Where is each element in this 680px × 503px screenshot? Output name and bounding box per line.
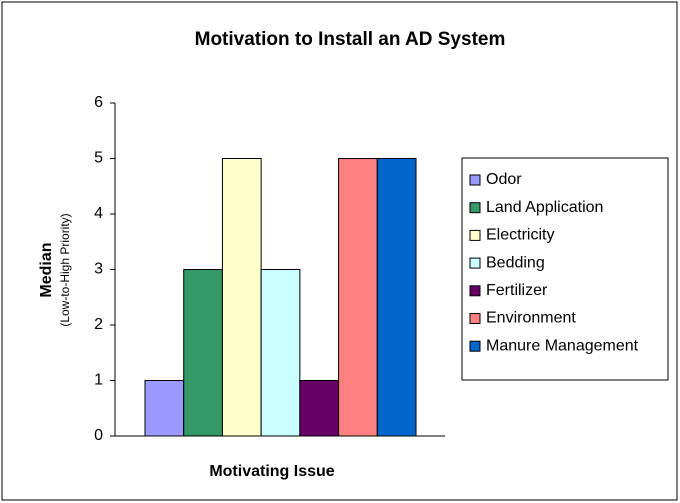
y-axis-sublabel: (Low-to-High Priority): [58, 213, 72, 326]
bar: [183, 269, 223, 437]
legend-swatch: [469, 174, 481, 186]
bar: [144, 380, 185, 437]
legend-swatch: [469, 313, 481, 324]
y-tick-label: 2: [94, 316, 103, 333]
legend-label: Bedding: [486, 254, 545, 271]
bar: [338, 158, 378, 437]
x-axis-label: Motivating Issue: [209, 463, 334, 480]
legend-label: Manure Management: [486, 337, 639, 354]
y-axis-label: Median: [38, 242, 55, 297]
legend-label: Environment: [486, 310, 576, 327]
legend-label: Land Application: [486, 199, 603, 216]
y-tick-label: 6: [94, 94, 103, 111]
legend-swatch: [469, 229, 481, 241]
legend-label: Electricity: [486, 227, 554, 244]
legend-swatch: [469, 257, 481, 269]
chart-title: Motivation to Install an AD System: [195, 29, 506, 50]
bar: [299, 380, 340, 437]
legend-swatch: [469, 340, 481, 352]
y-tick-label: 3: [94, 261, 103, 278]
legend-label: Odor: [486, 171, 522, 188]
y-tick-label: 5: [94, 150, 103, 167]
legend-swatch: [469, 202, 481, 214]
y-tick-label: 4: [94, 205, 103, 222]
bar: [376, 158, 417, 437]
y-tick-label: 1: [94, 372, 103, 389]
legend-swatch: [469, 285, 481, 297]
legend: [461, 157, 669, 381]
y-tick-label: 0: [94, 427, 103, 444]
bar: [221, 158, 262, 437]
legend-label: Fertilizer: [486, 282, 548, 299]
bar: [260, 269, 301, 437]
